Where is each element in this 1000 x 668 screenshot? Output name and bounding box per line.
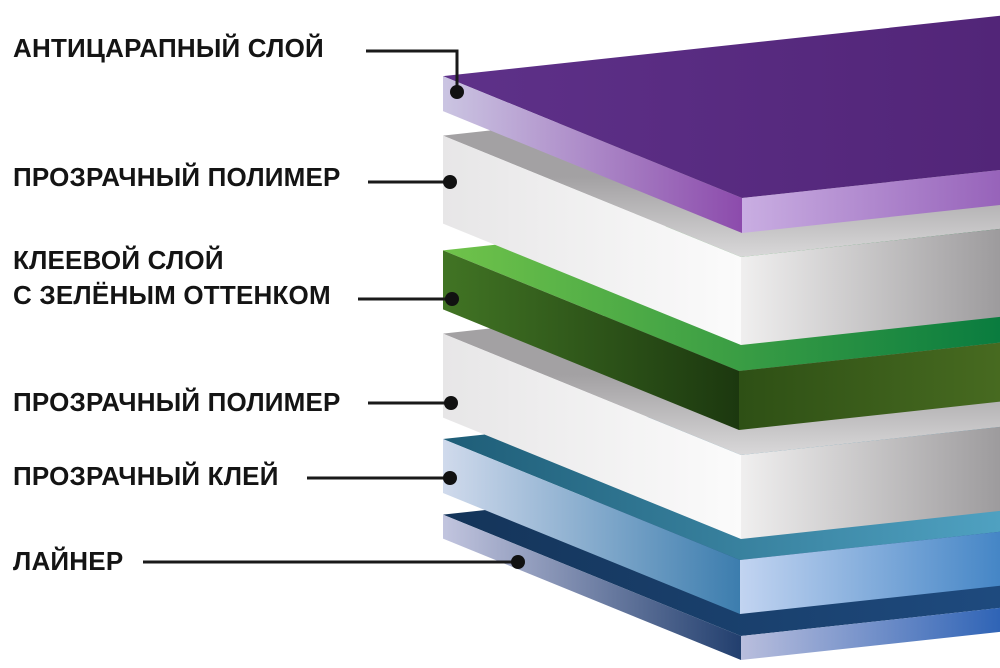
label-anti-scratch-layer: АНТИЦАРАПНЫЙ СЛОЙ bbox=[13, 31, 324, 66]
label-text: ПРОЗРАЧНЫЙ ПОЛИМЕР bbox=[13, 387, 341, 417]
layer-liner-front-left bbox=[443, 514, 741, 660]
layer-anti-scratch-front-left bbox=[443, 76, 742, 233]
label-text: ЛАЙНЕР bbox=[13, 546, 124, 576]
label-liner: ЛАЙНЕР bbox=[13, 544, 123, 579]
layer-liner-front-right bbox=[741, 607, 1000, 660]
leader-dot-3 bbox=[444, 396, 458, 410]
label-clear-glue: ПРОЗРАЧНЫЙ КЛЕЙ bbox=[13, 459, 279, 494]
layer-clear-polymer-1-front-left bbox=[443, 135, 741, 345]
label-green-adhesive-layer: КЛЕЕВОЙ СЛОЙ С ЗЕЛЁНЫМ ОТТЕНКОМ bbox=[13, 243, 331, 313]
layer-anti-scratch-top bbox=[443, 15, 1000, 198]
label-text: ПРОЗРАЧНЫЙ ПОЛИМЕР bbox=[13, 162, 341, 192]
layer-clear-glue-front-right bbox=[740, 531, 1000, 614]
layer-clear-polymer-2-front-left bbox=[443, 333, 741, 539]
label-clear-polymer-2: ПРОЗРАЧНЫЙ ПОЛИМЕР bbox=[13, 385, 341, 420]
leader-dot-1 bbox=[443, 175, 457, 189]
layer-anti-scratch-front-right bbox=[742, 170, 1000, 233]
label-text-line-2: С ЗЕЛЁНЫМ ОТТЕНКОМ bbox=[13, 280, 331, 310]
label-text-line-1: КЛЕЕВОЙ СЛОЙ bbox=[13, 245, 224, 275]
leader-dot-5 bbox=[511, 555, 525, 569]
layer-clear-glue-front-left bbox=[443, 439, 740, 614]
leader-dot-2 bbox=[445, 292, 459, 306]
layer-green-adhesive-front-right bbox=[739, 342, 1000, 430]
layer-green-adhesive-front-left bbox=[443, 250, 739, 430]
layer-clear-polymer-1-front-right bbox=[741, 228, 1000, 345]
label-text: АНТИЦАРАПНЫЙ СЛОЙ bbox=[13, 33, 324, 63]
label-clear-polymer-1: ПРОЗРАЧНЫЙ ПОЛИМЕР bbox=[13, 160, 341, 195]
label-text: ПРОЗРАЧНЫЙ КЛЕЙ bbox=[13, 461, 279, 491]
layer-clear-polymer-2-front-right bbox=[741, 426, 1000, 539]
leader-dot-4 bbox=[443, 471, 457, 485]
leader-line-0 bbox=[366, 49, 459, 92]
leader-dot-0 bbox=[450, 85, 464, 99]
